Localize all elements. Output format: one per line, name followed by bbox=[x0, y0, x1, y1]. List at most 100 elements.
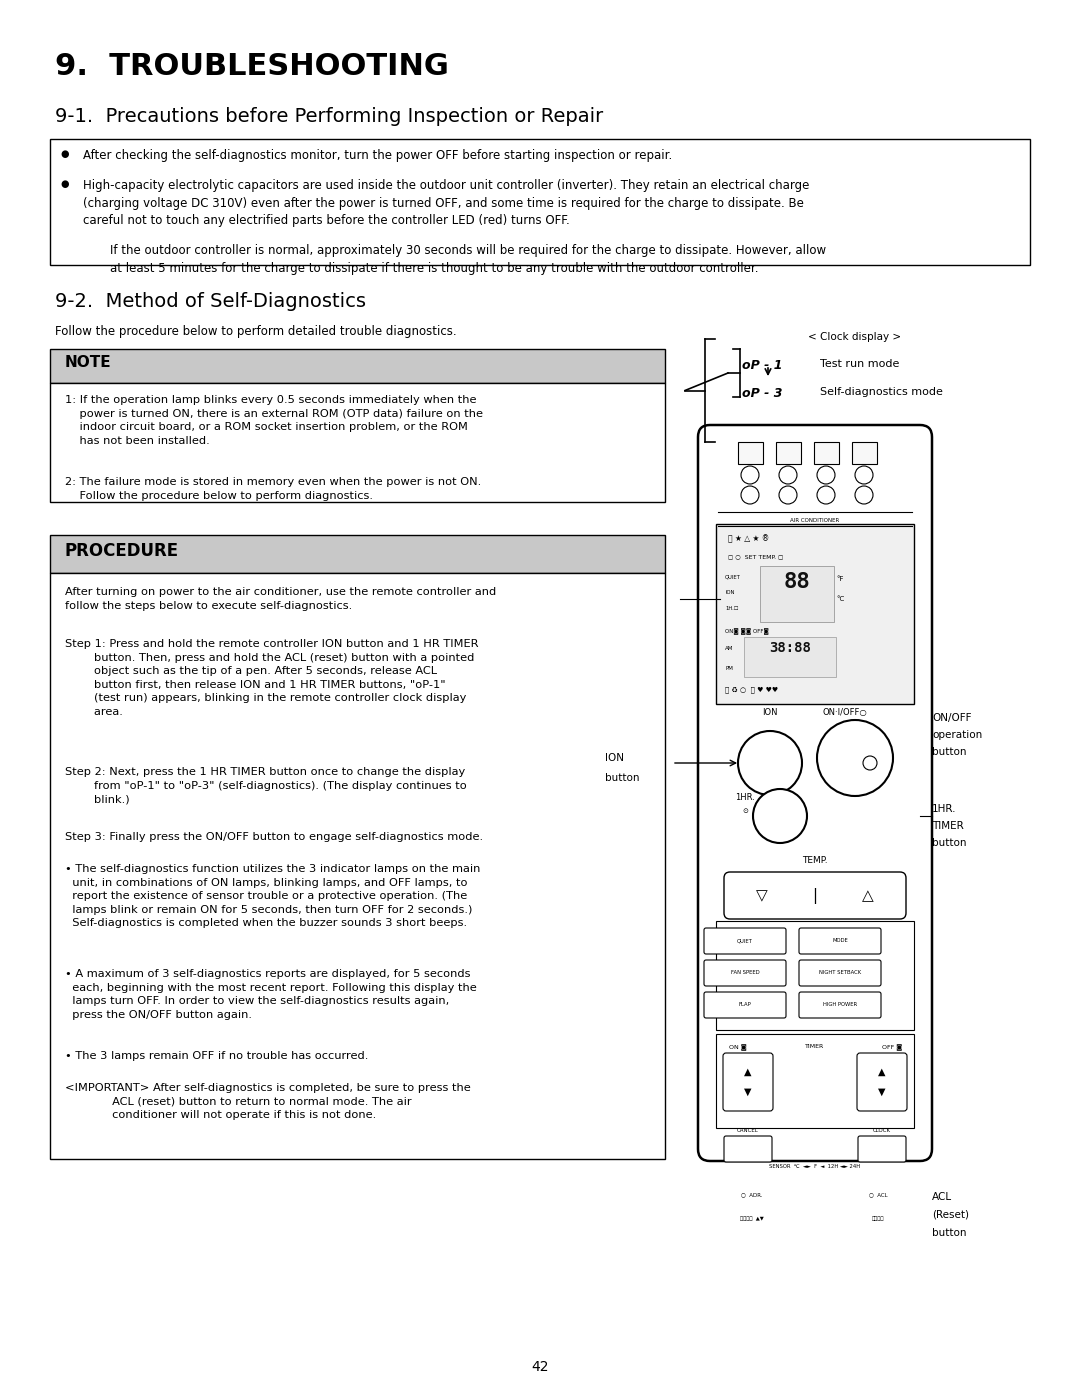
FancyBboxPatch shape bbox=[724, 1136, 772, 1162]
FancyBboxPatch shape bbox=[724, 872, 906, 919]
Text: FAN SPEED: FAN SPEED bbox=[731, 971, 759, 975]
FancyBboxPatch shape bbox=[858, 1136, 906, 1162]
Text: Self-diagnostics mode: Self-diagnostics mode bbox=[820, 387, 943, 397]
FancyBboxPatch shape bbox=[777, 441, 801, 464]
Circle shape bbox=[855, 467, 873, 483]
Text: HIGH POWER: HIGH POWER bbox=[823, 1003, 858, 1007]
Text: PM: PM bbox=[725, 666, 733, 671]
Text: button: button bbox=[932, 747, 967, 757]
Text: Ⓐ ♻ ○  Ⓐ ♥ ♥♥: Ⓐ ♻ ○ Ⓐ ♥ ♥♥ bbox=[725, 686, 778, 693]
FancyBboxPatch shape bbox=[704, 928, 786, 954]
Text: Step 1: Press and hold the remote controller ION button and 1 HR TIMER
        b: Step 1: Press and hold the remote contro… bbox=[65, 638, 478, 717]
Text: button: button bbox=[932, 1228, 967, 1238]
Text: • A maximum of 3 self-diagnostics reports are displayed, for 5 seconds
  each, b: • A maximum of 3 self-diagnostics report… bbox=[65, 970, 476, 1020]
FancyBboxPatch shape bbox=[704, 992, 786, 1018]
FancyBboxPatch shape bbox=[723, 1053, 773, 1111]
FancyBboxPatch shape bbox=[698, 425, 932, 1161]
Circle shape bbox=[863, 756, 877, 770]
Text: ION: ION bbox=[605, 753, 624, 763]
Bar bbox=[50, 535, 665, 573]
Text: FLAP: FLAP bbox=[739, 1003, 752, 1007]
Text: ON·I/OFF○: ON·I/OFF○ bbox=[823, 708, 867, 717]
Text: MODE: MODE bbox=[832, 939, 848, 943]
Text: (Reset): (Reset) bbox=[932, 1210, 969, 1220]
Text: After checking the self-diagnostics monitor, turn the power OFF before starting : After checking the self-diagnostics moni… bbox=[83, 149, 672, 162]
Bar bbox=[50, 383, 665, 502]
Circle shape bbox=[738, 731, 802, 795]
Text: OFF ◙: OFF ◙ bbox=[881, 1044, 902, 1051]
FancyBboxPatch shape bbox=[716, 921, 914, 1030]
FancyBboxPatch shape bbox=[799, 960, 881, 986]
FancyBboxPatch shape bbox=[814, 441, 839, 464]
Text: リセット: リセット bbox=[872, 1215, 885, 1221]
Text: ON ◙: ON ◙ bbox=[729, 1044, 747, 1051]
Text: ON/OFF: ON/OFF bbox=[932, 712, 972, 724]
Text: Step 3: Finally press the ON/OFF button to engage self-diagnostics mode.: Step 3: Finally press the ON/OFF button … bbox=[65, 833, 483, 842]
Text: After turning on power to the air conditioner, use the remote controller and
fol: After turning on power to the air condit… bbox=[65, 587, 496, 610]
FancyBboxPatch shape bbox=[852, 441, 877, 464]
Text: 42: 42 bbox=[531, 1361, 549, 1375]
Text: 1: If the operation lamp blinks every 0.5 seconds immediately when the
    power: 1: If the operation lamp blinks every 0.… bbox=[65, 395, 483, 446]
Text: ▽: ▽ bbox=[756, 888, 768, 902]
Text: • The self-diagnostics function utilizes the 3 indicator lamps on the main
  uni: • The self-diagnostics function utilizes… bbox=[65, 863, 481, 929]
Text: ION: ION bbox=[725, 590, 734, 595]
Text: アドレス  ▲▼: アドレス ▲▼ bbox=[740, 1215, 764, 1221]
Text: ◻ ○  SET TEMP. ◻: ◻ ○ SET TEMP. ◻ bbox=[728, 555, 783, 559]
Text: < Clock display >: < Clock display > bbox=[809, 332, 902, 342]
Circle shape bbox=[816, 467, 835, 483]
Circle shape bbox=[779, 467, 797, 483]
Bar bbox=[50, 573, 665, 1160]
Circle shape bbox=[741, 486, 759, 504]
Text: 9.  TROUBLESHOOTING: 9. TROUBLESHOOTING bbox=[55, 52, 449, 81]
Text: button: button bbox=[605, 773, 639, 782]
Text: <IMPORTANT> After self-diagnostics is completed, be sure to press the
          : <IMPORTANT> After self-diagnostics is co… bbox=[65, 1083, 471, 1120]
Text: High-capacity electrolytic capacitors are used inside the outdoor unit controlle: High-capacity electrolytic capacitors ar… bbox=[83, 179, 809, 226]
FancyBboxPatch shape bbox=[744, 637, 836, 678]
Text: PROCEDURE: PROCEDURE bbox=[65, 542, 179, 560]
Text: 9-1.  Precautions before Performing Inspection or Repair: 9-1. Precautions before Performing Inspe… bbox=[55, 108, 604, 126]
Text: ▼: ▼ bbox=[878, 1087, 886, 1097]
Circle shape bbox=[779, 486, 797, 504]
Bar bbox=[50, 349, 665, 383]
Text: If the outdoor controller is normal, approximately 30 seconds will be required f: If the outdoor controller is normal, app… bbox=[110, 244, 826, 274]
Text: 88: 88 bbox=[784, 571, 810, 592]
Text: TEMP.: TEMP. bbox=[802, 856, 827, 865]
FancyBboxPatch shape bbox=[716, 524, 914, 704]
FancyBboxPatch shape bbox=[760, 566, 834, 622]
Bar bbox=[50, 138, 1030, 265]
Text: SENSOR  ℃  ◄►  F  ◄  12H ◄► 24H: SENSOR ℃ ◄► F ◄ 12H ◄► 24H bbox=[769, 1164, 861, 1169]
FancyBboxPatch shape bbox=[858, 1053, 907, 1111]
Text: Follow the procedure below to perform detailed trouble diagnostics.: Follow the procedure below to perform de… bbox=[55, 326, 457, 338]
Text: 1HR.: 1HR. bbox=[735, 793, 755, 802]
Text: ⊙: ⊙ bbox=[742, 807, 748, 814]
Text: ▲: ▲ bbox=[878, 1067, 886, 1077]
FancyBboxPatch shape bbox=[704, 960, 786, 986]
Text: AM: AM bbox=[725, 645, 733, 651]
Text: ●: ● bbox=[60, 179, 68, 189]
Text: CLOCK: CLOCK bbox=[873, 1127, 891, 1133]
Text: QUIET: QUIET bbox=[725, 574, 741, 578]
Text: TIMER: TIMER bbox=[932, 821, 963, 831]
Text: oP - 1: oP - 1 bbox=[742, 359, 783, 372]
Text: Test run mode: Test run mode bbox=[820, 359, 900, 369]
Text: • The 3 lamps remain OFF if no trouble has occurred.: • The 3 lamps remain OFF if no trouble h… bbox=[65, 1051, 368, 1060]
Text: oP - 3: oP - 3 bbox=[742, 387, 783, 400]
Circle shape bbox=[741, 467, 759, 483]
Text: NIGHT SETBACK: NIGHT SETBACK bbox=[819, 971, 861, 975]
Text: △: △ bbox=[862, 888, 874, 902]
Text: 38:88: 38:88 bbox=[769, 641, 811, 655]
Text: °F: °F bbox=[836, 576, 843, 583]
Text: ION: ION bbox=[762, 708, 778, 717]
FancyBboxPatch shape bbox=[716, 1034, 914, 1127]
FancyBboxPatch shape bbox=[799, 928, 881, 954]
Text: Step 2: Next, press the 1 HR TIMER button once to change the display
        fro: Step 2: Next, press the 1 HR TIMER butto… bbox=[65, 767, 467, 805]
Text: Ⓐ ★ △ ★ ®: Ⓐ ★ △ ★ ® bbox=[728, 534, 769, 543]
Text: NOTE: NOTE bbox=[65, 355, 111, 370]
Circle shape bbox=[816, 486, 835, 504]
Text: 2: The failure mode is stored in memory even when the power is not ON.
    Follo: 2: The failure mode is stored in memory … bbox=[65, 476, 482, 500]
Text: ON◙ ◙◙ OFF◙: ON◙ ◙◙ OFF◙ bbox=[725, 629, 769, 634]
Text: ▲: ▲ bbox=[744, 1067, 752, 1077]
Text: AIR CONDITIONER: AIR CONDITIONER bbox=[791, 518, 839, 522]
Text: °C: °C bbox=[836, 597, 845, 602]
Text: button: button bbox=[932, 838, 967, 848]
